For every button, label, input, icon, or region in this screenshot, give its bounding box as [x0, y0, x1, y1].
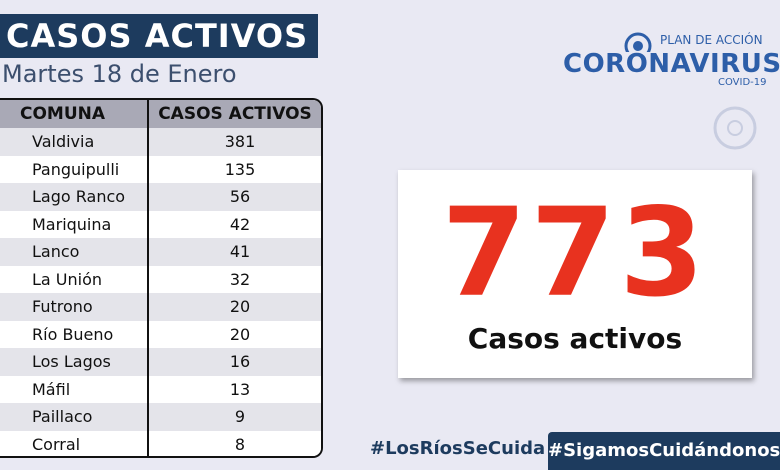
total-label: Casos activos	[467, 322, 683, 355]
cases: 20	[147, 320, 321, 348]
hashtag: #LosRíosSeCuida	[370, 438, 546, 459]
comuna: Corral	[32, 434, 81, 454]
cases: 16	[147, 348, 321, 376]
comuna: Río Bueno	[32, 324, 114, 344]
comuna: Panguipulli	[32, 159, 120, 179]
comuna: Valdivia	[32, 132, 95, 151]
cases: 9	[147, 403, 321, 431]
comuna: Mariquina	[32, 214, 112, 234]
column-header: COMUNA	[20, 104, 106, 124]
comuna: Los Lagos	[32, 352, 111, 371]
table-row: Máfil 13	[0, 375, 321, 403]
comuna: Futrono	[32, 297, 93, 316]
cases: 381	[147, 128, 321, 156]
cases: 42	[147, 210, 321, 238]
table-header: COMUNA CASOS ACTIVOS	[0, 100, 321, 128]
hashtag: #SigamosCuidándonos	[548, 432, 780, 470]
table-row: Valdivia 381	[0, 128, 321, 156]
title: CASOS ACTIVOS	[0, 14, 318, 58]
table-row: Panguipulli 135	[0, 155, 321, 183]
date: Martes 18 de Enero	[2, 60, 237, 88]
cases: 13	[147, 375, 321, 403]
logo-icon	[624, 32, 652, 52]
table-row: Mariquina 42	[0, 210, 321, 238]
cases: 41	[147, 238, 321, 266]
column-header: CASOS ACTIVOS	[147, 100, 321, 128]
cases: 8	[147, 430, 321, 456]
logo-subtitle: COVID-19	[718, 77, 767, 88]
logo-text: PLAN DE ACCIÓN	[660, 33, 763, 47]
table: COMUNA CASOS ACTIVOS Valdivia 381 Panguipull…	[0, 98, 323, 458]
table-row: Los Lagos 16	[0, 348, 321, 376]
table-row: Futrono 20	[0, 293, 321, 321]
table-row: Lanco 41	[0, 238, 321, 266]
total-box: 773 Casos activos	[398, 170, 752, 378]
total-value: 773	[441, 182, 709, 324]
comuna: La Unión	[32, 269, 103, 289]
table-row: Lago Ranco 56	[0, 183, 321, 211]
virus-icon	[713, 106, 757, 150]
table-row: Corral 8	[0, 430, 321, 456]
cases: 32	[147, 265, 321, 293]
cases: 56	[147, 183, 321, 211]
table-row: La Unión 32	[0, 265, 321, 293]
table-row: Paillaco 9	[0, 403, 321, 431]
comuna: Máfil	[32, 379, 71, 399]
comuna: Lanco	[32, 242, 80, 261]
table-row: Río Bueno 20	[0, 320, 321, 348]
comuna: Lago Ranco	[32, 187, 126, 206]
logo-title: CORONAVIRUS	[563, 49, 780, 79]
comuna: Paillaco	[32, 407, 93, 426]
cases: 135	[147, 155, 321, 183]
cases: 20	[147, 293, 321, 321]
